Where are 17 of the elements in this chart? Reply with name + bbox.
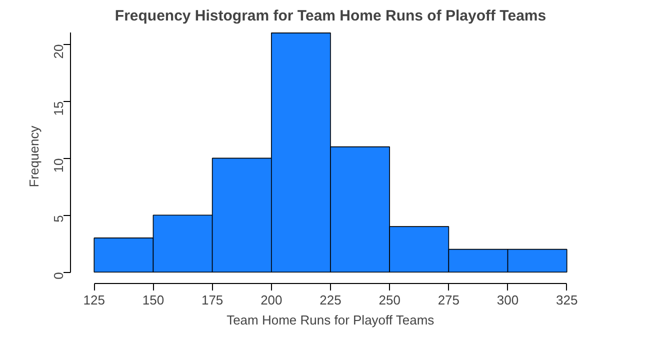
chart-title: Frequency Histogram for Team Home Runs of Playoff Teams bbox=[114, 8, 546, 24]
y-tick-label: 10 bbox=[51, 158, 66, 173]
x-axis-title: Team Home Runs for Playoff Teams bbox=[226, 312, 435, 328]
x-tick-label: 175 bbox=[201, 292, 224, 308]
x-tick-label: 200 bbox=[260, 292, 282, 308]
y-tick-label: 0 bbox=[51, 272, 66, 280]
x-tick-label: 250 bbox=[378, 292, 400, 308]
y-tick-label: 5 bbox=[51, 215, 66, 222]
x-tick-label: 225 bbox=[320, 292, 342, 308]
x-tick-label: 125 bbox=[83, 292, 105, 308]
x-tick-label: 300 bbox=[496, 292, 519, 308]
y-axis-title: Frequency bbox=[26, 125, 42, 188]
x-tick-label: 150 bbox=[142, 292, 164, 308]
x-tick-label: 325 bbox=[556, 292, 578, 308]
y-tick-label: 20 bbox=[51, 44, 66, 59]
y-tick-label: 15 bbox=[51, 101, 66, 116]
x-tick-label: 275 bbox=[438, 292, 460, 308]
